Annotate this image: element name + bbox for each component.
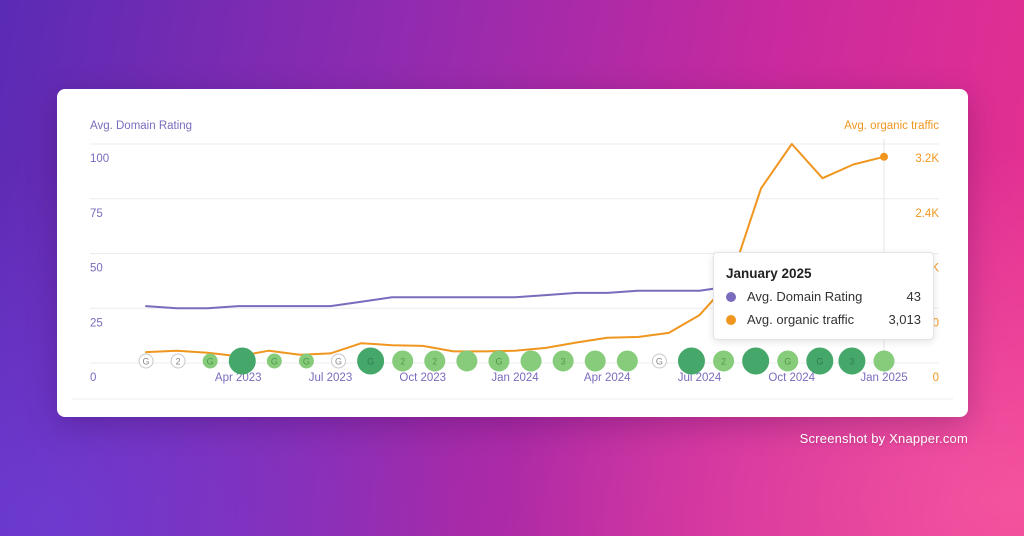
algorithm-update-marker — [392, 350, 414, 372]
tooltip-value: 3,013 — [888, 312, 921, 327]
algorithm-update-marker — [202, 353, 218, 369]
algorithm-update-label: G — [207, 357, 214, 367]
x-tick-label: Jul 2024 — [678, 372, 722, 384]
organic-traffic-legend-dot — [726, 315, 736, 325]
organic-traffic-endpoint — [880, 152, 888, 161]
algorithm-update-marker — [777, 350, 799, 372]
tooltip-label: Avg. Domain Rating — [747, 289, 863, 304]
algorithm-update-label: 2 — [176, 357, 181, 367]
x-tick-label: Jul 2023 — [309, 372, 352, 384]
algorithm-update-label: G — [271, 357, 278, 367]
algorithm-update-marker — [651, 353, 667, 369]
chart-card: Avg. Domain Rating Avg. organic traffic 0 0… — [57, 89, 968, 417]
algorithm-update-marker — [298, 353, 314, 369]
screenshot-credit: Screenshot by Xnapper.com — [799, 431, 968, 446]
right-tick-label: 0 — [933, 372, 939, 384]
algorithm-update-label: 3 — [561, 357, 566, 367]
algorithm-update-label: G — [656, 357, 663, 367]
algorithm-update-marker — [520, 350, 542, 372]
algorithm-update-label: G — [816, 357, 823, 367]
algorithm-update-marker — [266, 353, 282, 369]
algorithm-update-marker — [584, 350, 606, 372]
algorithm-update-label: G — [367, 357, 374, 367]
algorithm-update-marker — [331, 353, 347, 369]
right-tick-label: 3.2K — [915, 153, 939, 165]
chart-tooltip: January 2025 Avg. Domain Rating 43 Avg. … — [713, 252, 934, 340]
algorithm-update-marker — [488, 350, 510, 372]
algorithm-update-label: G — [303, 357, 310, 367]
left-tick-label: 25 — [90, 317, 103, 329]
x-tick-label: Apr 2024 — [584, 372, 631, 384]
algorithm-update-label: 2 — [432, 357, 437, 367]
x-tick-label: Apr 2023 — [215, 372, 262, 384]
right-axis-title: Avg. organic traffic — [844, 120, 939, 132]
algorithm-update-marker — [424, 350, 446, 372]
algorithm-update-marker — [838, 347, 866, 375]
algorithm-update-marker — [170, 353, 186, 369]
algorithm-update-label: 3 — [849, 357, 854, 367]
tooltip-row-domain-rating: Avg. Domain Rating 43 — [726, 289, 921, 307]
left-tick-label: 0 — [90, 372, 96, 384]
x-tick-label: Jan 2025 — [860, 372, 907, 384]
algorithm-update-marker — [228, 347, 256, 375]
domain-rating-legend-dot — [726, 292, 736, 302]
organic-traffic-line — [145, 143, 885, 358]
left-tick-label: 50 — [90, 263, 103, 275]
right-tick-label: 2.4K — [915, 208, 939, 220]
algorithm-update-marker — [806, 347, 834, 375]
algorithm-update-marker — [616, 350, 638, 372]
x-tick-label: Jan 2024 — [491, 372, 539, 384]
algorithm-update-marker — [742, 347, 770, 375]
algorithm-update-label: 2 — [400, 357, 405, 367]
tooltip-value: 43 — [906, 289, 921, 304]
algorithm-update-label: G — [495, 357, 502, 367]
left-tick-label: 100 — [90, 153, 109, 165]
left-tick-label: 75 — [90, 208, 103, 220]
left-axis-title: Avg. Domain Rating — [90, 120, 192, 132]
algorithm-update-label: G — [335, 357, 342, 367]
algorithm-update-marker — [456, 350, 478, 372]
algorithm-update-marker — [138, 353, 154, 369]
tooltip-title: January 2025 — [726, 266, 812, 281]
algorithm-update-marker — [357, 347, 385, 375]
x-tick-label: Oct 2024 — [768, 372, 815, 384]
algorithm-update-marker — [552, 350, 574, 372]
algorithm-update-marker — [713, 350, 735, 372]
tooltip-label: Avg. organic traffic — [747, 312, 855, 327]
algorithm-update-label: G — [784, 357, 791, 367]
algorithm-update-marker — [873, 350, 895, 372]
algorithm-update-label: 2 — [721, 357, 726, 367]
x-tick-label: Oct 2023 — [399, 372, 446, 384]
algorithm-update-label: G — [142, 357, 149, 367]
algorithm-update-marker — [677, 347, 705, 375]
tooltip-row-organic-traffic: Avg. organic traffic 3,013 — [726, 312, 921, 330]
